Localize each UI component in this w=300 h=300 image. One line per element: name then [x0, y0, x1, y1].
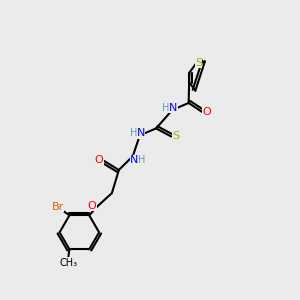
Text: O: O — [95, 154, 103, 165]
Text: S: S — [195, 58, 203, 68]
Text: CH₃: CH₃ — [59, 257, 77, 268]
Text: H: H — [130, 128, 137, 139]
Text: O: O — [202, 107, 211, 117]
Text: N: N — [130, 155, 138, 165]
Text: O: O — [88, 201, 97, 211]
Text: S: S — [172, 131, 179, 142]
Text: H: H — [138, 155, 145, 165]
Text: N: N — [137, 128, 145, 139]
Text: N: N — [169, 103, 178, 113]
Text: H: H — [162, 103, 169, 113]
Text: Br: Br — [52, 202, 64, 212]
